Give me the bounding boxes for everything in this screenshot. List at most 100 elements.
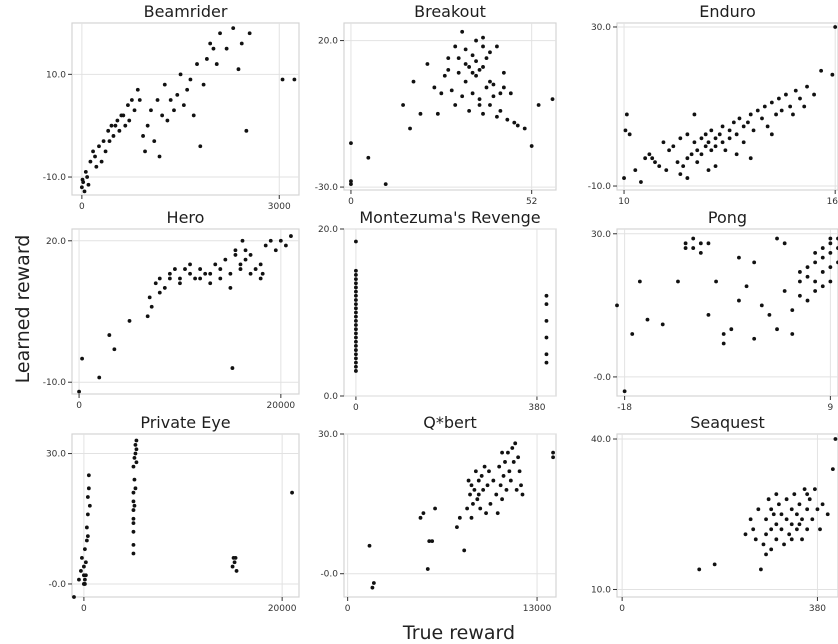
data-point (775, 327, 779, 332)
x-tick-label: 160 (827, 197, 838, 207)
data-point (805, 298, 810, 303)
x-tick-label: 20000 (268, 604, 297, 614)
data-point (470, 53, 475, 58)
data-point (467, 108, 472, 113)
data-point (765, 124, 770, 129)
data-point (501, 474, 506, 478)
data-point (145, 314, 150, 319)
data-point (498, 108, 503, 113)
data-point (692, 140, 697, 145)
data-point (153, 281, 158, 286)
x-tick-label: 9 (828, 403, 834, 413)
data-point (113, 123, 118, 128)
data-point (425, 567, 430, 571)
data-point (442, 73, 447, 78)
x-tick-label: 0 (348, 197, 354, 207)
data-point (354, 335, 358, 340)
data-point (748, 517, 753, 522)
data-point (383, 182, 388, 187)
data-point (230, 564, 235, 569)
data-point (729, 327, 734, 332)
data-point (764, 552, 768, 557)
data-point (723, 148, 728, 153)
data-point (481, 65, 485, 69)
data-point (243, 257, 248, 262)
panel-title: Pong (708, 208, 747, 227)
data-point (721, 341, 726, 346)
data-point (131, 464, 136, 469)
data-point (193, 276, 197, 281)
data-point (354, 356, 358, 361)
data-point (706, 168, 711, 173)
x-tick-label: -18 (617, 403, 632, 413)
data-point (752, 260, 757, 265)
data-point (349, 141, 353, 146)
data-point (476, 492, 481, 497)
data-point (660, 322, 665, 327)
data-point (782, 241, 787, 246)
data-point (134, 447, 139, 452)
y-tick-label: 30.0 (591, 230, 611, 240)
data-point (645, 317, 650, 322)
data-point (354, 306, 358, 311)
data-point (706, 241, 711, 246)
data-point (188, 271, 192, 276)
y-tick-label: -30.0 (315, 183, 339, 193)
data-point (86, 486, 91, 491)
data-point (354, 318, 358, 323)
data-point (488, 50, 492, 55)
data-point (485, 483, 490, 488)
data-point (504, 487, 509, 492)
data-point (685, 156, 690, 161)
data-point (83, 573, 88, 578)
data-point (278, 238, 283, 243)
data-point (87, 503, 92, 508)
data-point (789, 537, 794, 542)
data-point (408, 126, 412, 131)
panel-4: 0 20000 -10.0 20.0 Hero (43, 208, 300, 411)
data-point (258, 262, 263, 267)
data-point (516, 455, 521, 460)
data-point (456, 56, 461, 61)
x-tick-label: 380 (809, 604, 826, 614)
data-point (737, 255, 741, 260)
data-point (691, 246, 696, 250)
data-point (453, 44, 458, 49)
data-point (84, 525, 89, 530)
data-point (433, 506, 437, 511)
data-point (152, 139, 157, 143)
data-point (699, 136, 704, 141)
data-point (462, 548, 467, 553)
data-point (825, 512, 830, 517)
data-point (354, 298, 358, 302)
data-point (460, 29, 465, 34)
data-point (500, 497, 504, 502)
data-point (800, 537, 804, 542)
data-point (109, 123, 114, 128)
data-point (155, 98, 160, 102)
data-point (637, 279, 642, 284)
data-point (244, 128, 249, 133)
data-point (131, 508, 136, 512)
data-point (83, 169, 88, 174)
data-point (354, 339, 358, 344)
data-point (280, 77, 285, 82)
data-point (685, 176, 690, 180)
data-point (134, 438, 139, 443)
data-point (813, 250, 818, 255)
data-point (446, 67, 451, 72)
data-point (418, 515, 423, 520)
data-point (370, 585, 375, 590)
y-tick-label: -10.0 (43, 173, 67, 183)
data-point (203, 271, 208, 276)
data-point (481, 35, 485, 40)
y-tick-label: 20.0 (318, 225, 338, 235)
data-point (810, 517, 815, 522)
data-point (99, 159, 104, 164)
y-tick-label: 10.0 (46, 70, 66, 80)
data-point (762, 104, 767, 109)
data-point (131, 542, 136, 547)
data-point (133, 486, 138, 491)
data-point (484, 511, 488, 516)
